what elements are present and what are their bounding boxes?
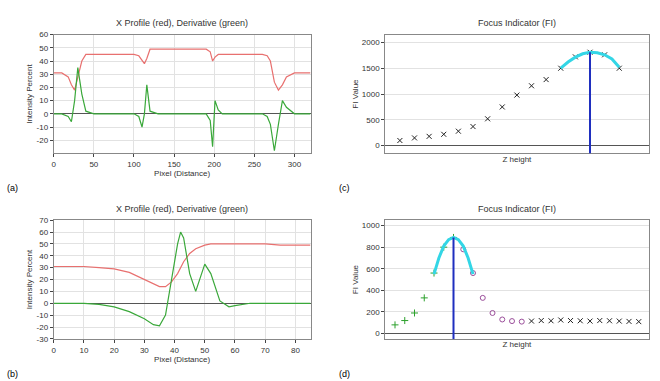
svg-text:20: 20 (39, 83, 48, 92)
svg-text:Pixel (Distance): Pixel (Distance) (154, 169, 210, 178)
svg-text:40: 40 (39, 57, 48, 66)
svg-text:Intensity Percent: Intensity Percent (25, 249, 34, 309)
svg-text:50: 50 (89, 160, 98, 169)
svg-text:70: 70 (261, 346, 270, 355)
svg-text:400: 400 (366, 286, 380, 295)
svg-text:FI Value: FI Value (351, 264, 360, 294)
svg-text:800: 800 (366, 243, 380, 252)
svg-text:Z height: Z height (502, 340, 532, 349)
svg-text:20: 20 (110, 346, 119, 355)
svg-text:(b): (b) (7, 369, 18, 379)
svg-text:200: 200 (208, 160, 222, 169)
svg-text:10: 10 (39, 287, 48, 296)
svg-text:-20: -20 (37, 136, 49, 145)
svg-text:60: 60 (231, 346, 240, 355)
svg-text:20: 20 (39, 275, 48, 284)
svg-text:FI Value: FI Value (351, 79, 360, 109)
svg-text:0: 0 (44, 299, 49, 308)
svg-text:30: 30 (140, 346, 149, 355)
svg-text:30: 30 (39, 70, 48, 79)
svg-text:-30: -30 (37, 335, 49, 344)
svg-text:50: 50 (200, 346, 209, 355)
svg-text:0: 0 (52, 160, 57, 169)
svg-text:X Profile (red), Derivative (g: X Profile (red), Derivative (green) (116, 18, 248, 28)
svg-text:500: 500 (366, 116, 380, 125)
svg-text:50: 50 (39, 44, 48, 53)
svg-text:X Profile (red), Derivative (g: X Profile (red), Derivative (green) (116, 204, 248, 214)
svg-text:0: 0 (44, 110, 49, 119)
svg-text:1000: 1000 (362, 221, 380, 230)
svg-text:Focus Indicator (FI): Focus Indicator (FI) (478, 18, 556, 28)
svg-text:Focus Indicator (FI): Focus Indicator (FI) (478, 204, 556, 214)
svg-text:-10: -10 (37, 123, 49, 132)
svg-text:50: 50 (39, 240, 48, 249)
svg-text:200: 200 (366, 308, 380, 317)
svg-text:0: 0 (375, 141, 380, 150)
svg-text:1000: 1000 (362, 90, 380, 99)
svg-text:Pixel (Distance): Pixel (Distance) (154, 355, 210, 364)
svg-text:Z height: Z height (502, 155, 532, 164)
svg-text:(c): (c) (339, 183, 350, 193)
svg-text:1500: 1500 (362, 64, 380, 73)
svg-text:100: 100 (127, 160, 141, 169)
svg-text:2000: 2000 (362, 38, 380, 47)
svg-text:-10: -10 (37, 311, 49, 320)
svg-text:600: 600 (366, 265, 380, 274)
svg-text:10: 10 (39, 96, 48, 105)
svg-text:Intensity Percent: Intensity Percent (25, 63, 34, 123)
svg-text:10: 10 (80, 346, 89, 355)
svg-text:250: 250 (248, 160, 262, 169)
svg-text:70: 70 (39, 216, 48, 225)
svg-text:40: 40 (170, 346, 179, 355)
svg-text:40: 40 (39, 252, 48, 261)
svg-text:0: 0 (52, 346, 57, 355)
svg-text:300: 300 (288, 160, 302, 169)
svg-text:0: 0 (375, 329, 380, 338)
svg-text:(a): (a) (7, 183, 18, 193)
svg-text:(d): (d) (339, 369, 350, 379)
svg-text:60: 60 (39, 228, 48, 237)
svg-text:-20: -20 (37, 323, 49, 332)
svg-text:150: 150 (167, 160, 181, 169)
svg-text:80: 80 (291, 346, 300, 355)
svg-text:60: 60 (39, 30, 48, 39)
svg-text:30: 30 (39, 263, 48, 272)
